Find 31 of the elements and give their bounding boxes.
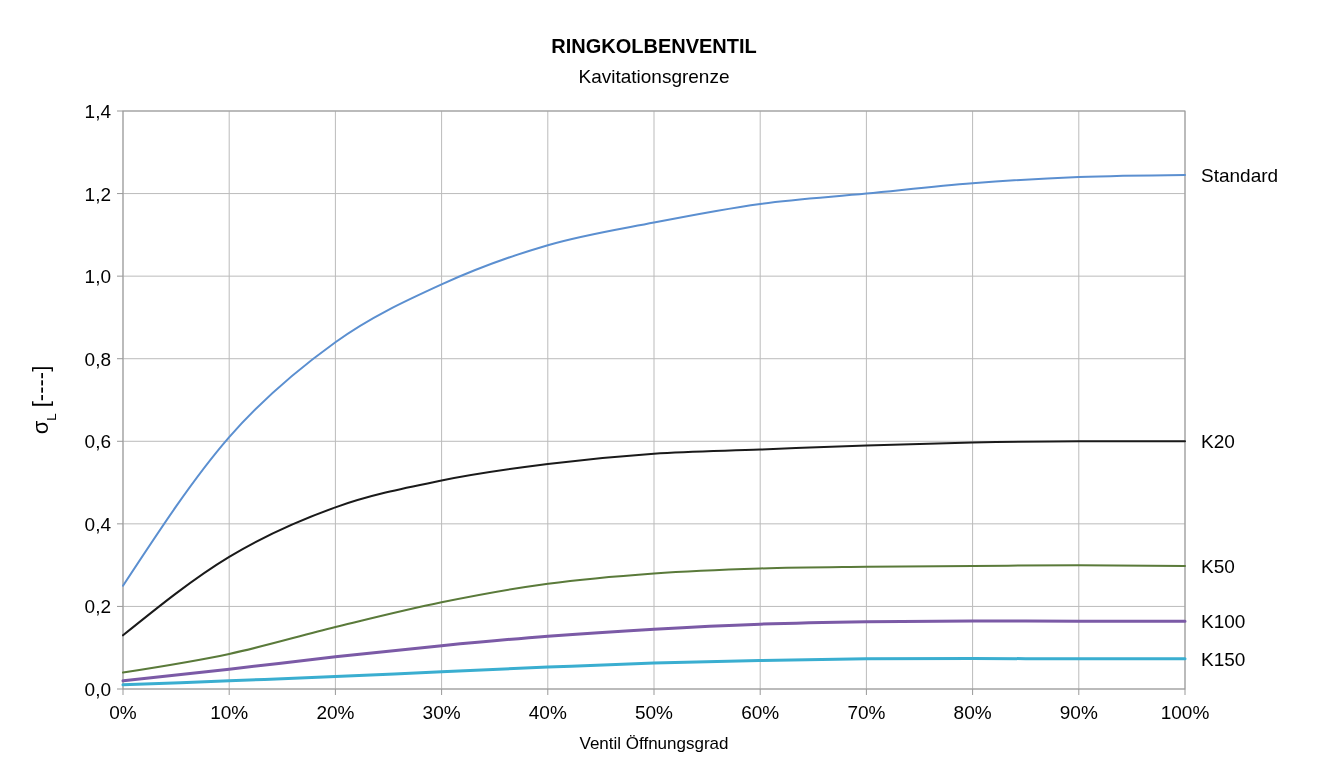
x-tick-label: 90% [1059,702,1098,723]
series-label: Standard [1201,164,1279,186]
y-tick-label: 1,4 [84,101,112,122]
y-tick-label: 0,2 [84,596,111,618]
series-label: K20 [1201,431,1235,453]
chart-subtitle: Kavitationsgrenze [578,66,730,87]
line-series [121,619,1187,683]
y-tick-label: 1,0 [84,266,111,288]
x-tick-label: 30% [422,702,461,723]
y-tick-label: 1,2 [84,183,111,205]
series-label: K150 [1201,648,1246,670]
x-tick-label: 60% [741,702,780,723]
x-tick-label: 10% [210,702,249,723]
line-series [122,440,1186,637]
chart-title: RINGKOLBENVENTIL [551,35,757,57]
y-tick-label: 0,4 [84,513,112,535]
y-tick-label: 0,8 [84,348,111,370]
x-tick-label: 0% [109,702,137,723]
x-tick-label: 50% [634,702,674,723]
x-tick-label: 80% [953,702,992,723]
x-tick-label: 100% [1160,702,1210,723]
y-tick-label: 0,0 [84,679,111,700]
x-tick-label: 40% [528,702,567,723]
line-series [122,173,1186,587]
x-tick-label: 20% [316,702,355,723]
x-axis-title: Ventil Öffnungsgrad [579,734,729,753]
y-tick-label: 0,6 [84,431,111,453]
series-label: K50 [1201,555,1235,577]
line-series [122,564,1186,674]
series-label: K100 [1201,611,1246,633]
x-tick-label: 70% [847,702,886,723]
